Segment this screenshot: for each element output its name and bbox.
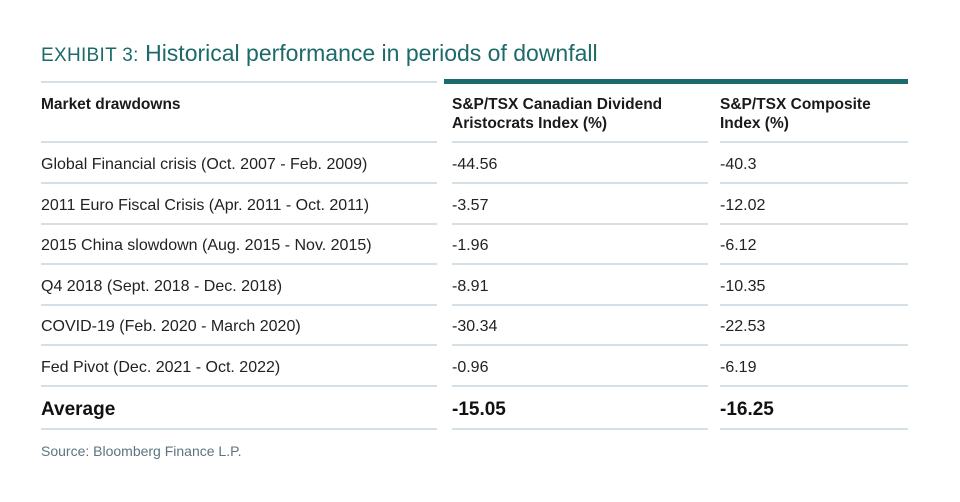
- table-cell-aristocrats: -8.91: [452, 278, 489, 295]
- table-bottom-rule: [720, 428, 908, 430]
- row-divider: [41, 263, 437, 265]
- table-top-rule: [41, 81, 437, 83]
- row-divider: [720, 385, 908, 387]
- table-cell-composite: -22.53: [720, 318, 766, 335]
- table-cell-composite: -12.02: [720, 197, 766, 214]
- table-cell-aristocrats: -30.34: [452, 318, 498, 335]
- table-row-label: 2011 Euro Fiscal Crisis (Apr. 2011 - Oct…: [41, 197, 370, 214]
- row-divider: [720, 182, 908, 184]
- row-divider: [720, 304, 908, 306]
- column-header-composite: S&P/TSX Composite Index (%): [720, 96, 871, 132]
- source-note: Source: Bloomberg Finance L.P.: [41, 443, 242, 459]
- row-divider: [452, 141, 708, 143]
- table-row-label: Q4 2018 (Sept. 2018 - Dec. 2018): [41, 278, 283, 295]
- table-cell-composite: -10.35: [720, 278, 766, 295]
- row-divider: [452, 223, 708, 225]
- row-divider: [452, 182, 708, 184]
- table-bottom-rule: [41, 428, 437, 430]
- average-label: Average: [41, 399, 116, 420]
- row-divider: [452, 263, 708, 265]
- table-row-label: 2015 China slowdown (Aug. 2015 - Nov. 20…: [41, 237, 372, 254]
- header-accent-bar: [444, 79, 908, 84]
- table-row-label: Global Financial crisis (Oct. 2007 - Feb…: [41, 156, 368, 173]
- table-cell-aristocrats: -44.56: [452, 156, 498, 173]
- column-header-aristocrats: S&P/TSX Canadian Dividend Aristocrats In…: [452, 96, 663, 132]
- row-divider: [41, 223, 437, 225]
- column-header-drawdowns: Market drawdowns: [41, 96, 181, 113]
- table-cell-composite: -40.3: [720, 156, 757, 173]
- row-divider: [720, 263, 908, 265]
- row-divider: [720, 223, 908, 225]
- row-divider: [41, 182, 437, 184]
- row-divider: [720, 344, 908, 346]
- row-divider: [452, 385, 708, 387]
- table-cell-composite: -6.19: [720, 359, 757, 376]
- table-cell-aristocrats: -0.96: [452, 359, 489, 376]
- exhibit-title-text: Historical performance in periods of dow…: [145, 40, 598, 66]
- exhibit-prefix: EXHIBIT 3:: [41, 45, 139, 66]
- row-divider: [452, 304, 708, 306]
- table-row-label: COVID-19 (Feb. 2020 - March 2020): [41, 318, 301, 335]
- row-divider: [41, 141, 437, 143]
- table-cell-aristocrats: -1.96: [452, 237, 489, 254]
- table-cell-aristocrats: -3.57: [452, 197, 489, 214]
- table-row-label: Fed Pivot (Dec. 2021 - Oct. 2022): [41, 359, 281, 376]
- exhibit-title: EXHIBIT 3: Historical performance in per…: [41, 40, 598, 67]
- row-divider: [41, 344, 437, 346]
- table-bottom-rule: [452, 428, 708, 430]
- table-cell-composite: -6.12: [720, 237, 757, 254]
- average-composite: -16.25: [720, 399, 774, 420]
- row-divider: [452, 344, 708, 346]
- row-divider: [41, 304, 437, 306]
- row-divider: [41, 385, 437, 387]
- row-divider: [720, 141, 908, 143]
- average-aristocrats: -15.05: [452, 399, 506, 420]
